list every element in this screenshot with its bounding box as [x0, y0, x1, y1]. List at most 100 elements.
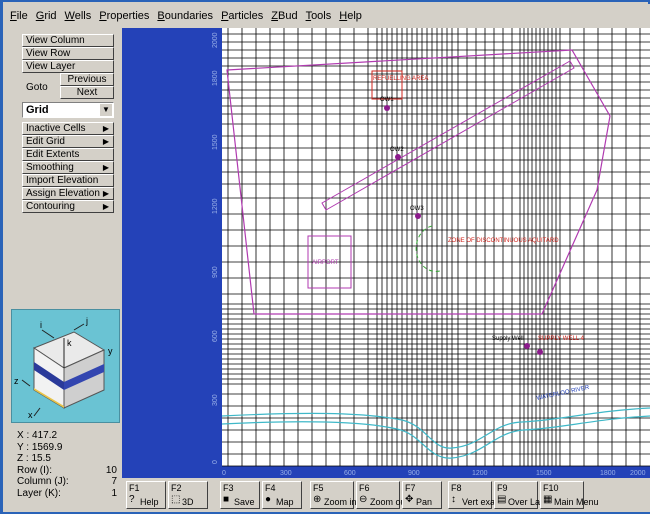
- river-bank-line: [221, 415, 650, 459]
- menu-properties[interactable]: Properties: [99, 10, 150, 22]
- layer-value: 1: [111, 487, 117, 499]
- next-button[interactable]: Next: [60, 86, 114, 99]
- chevron-right-icon: ▶: [102, 189, 109, 198]
- f1-help-button[interactable]: F1? Help: [126, 481, 166, 509]
- fkey-text: 3D: [182, 497, 194, 507]
- menu-boundaries[interactable]: Boundaries: [157, 10, 214, 22]
- y-tick-label: 1800: [212, 70, 219, 86]
- model-boundary: [226, 49, 611, 315]
- f3-save-button[interactable]: F3 ■ Save: [220, 481, 260, 509]
- cube-label-k: k: [67, 338, 72, 348]
- fkey-text: Help: [140, 497, 159, 507]
- grid-menu-label: Inactive Cells: [26, 123, 86, 134]
- menu-bar: File Grid Wells Properties Boundaries Pa…: [6, 4, 650, 28]
- f6-zoom-out-button[interactable]: F6 ⊖ Zoom out: [356, 481, 408, 509]
- column-label: Column (J):: [17, 476, 69, 487]
- model-grid-canvas[interactable]: REFUELLING AREA AIRPORT ZONE OF DISCONTI…: [122, 28, 650, 478]
- orientation-cube[interactable]: i j k x y z: [11, 309, 120, 423]
- menu-help[interactable]: Help: [339, 10, 362, 22]
- mode-select[interactable]: Grid ▼: [22, 102, 114, 118]
- fkey-label: F8: [451, 483, 462, 493]
- grid-menu-smoothing[interactable]: Smoothing ▶: [22, 161, 114, 174]
- chevron-right-icon: ▶: [102, 202, 109, 211]
- previous-button[interactable]: Previous: [60, 73, 114, 86]
- menu-file[interactable]: File: [10, 10, 28, 22]
- y-tick-label: 600: [212, 330, 219, 342]
- x-tick-label: 300: [280, 470, 292, 477]
- model-grid-view[interactable]: REFUELLING AREA AIRPORT ZONE OF DISCONTI…: [122, 28, 650, 478]
- grid-menu-label: Edit Extents: [26, 149, 80, 160]
- grid-menu-label: Import Elevation: [26, 175, 99, 186]
- menu-tools[interactable]: Tools: [305, 10, 332, 22]
- fkey-text: Map: [276, 497, 294, 507]
- fkey-label: F9: [497, 483, 508, 493]
- f8-vert-exag-button[interactable]: F8 ↕ Vert exag: [448, 481, 500, 509]
- map-icon: ●: [265, 494, 272, 505]
- well-marker-supply[interactable]: [524, 343, 530, 349]
- f7-pan-button[interactable]: F7 ✥ Pan: [402, 481, 442, 509]
- f2-3d-button[interactable]: F2 ⬚ 3D: [168, 481, 208, 509]
- aquitard-zone-outline: [415, 225, 441, 272]
- cube-icon: i j k x y z: [14, 316, 113, 420]
- fkey-text: Main Menu: [554, 497, 599, 507]
- well-marker-ow1[interactable]: [384, 105, 390, 111]
- well-marker-ow2[interactable]: [395, 154, 401, 160]
- x-tick-label: 2000: [630, 470, 646, 477]
- x-tick-label: 1800: [600, 470, 616, 477]
- fkey-text: Zoom out: [370, 497, 409, 507]
- fkey-text: Pan: [416, 497, 433, 507]
- ow1-label: OW1: [380, 97, 394, 103]
- cube-label-z: z: [14, 376, 19, 386]
- grid-menu-edit-grid[interactable]: Edit Grid ▶: [22, 135, 114, 148]
- x-tick-label: 900: [408, 470, 420, 477]
- ow3-label: OW3: [410, 206, 424, 212]
- y-axis-labels: 2000 1800 1500 1200 900 600 300 0: [212, 32, 219, 464]
- x-tick-label: 0: [222, 470, 226, 477]
- chevron-right-icon: ▶: [102, 163, 109, 172]
- menu-zbud[interactable]: ZBud: [271, 10, 298, 22]
- goto-label: Goto: [26, 82, 48, 93]
- supply-well-small-label: Supply Well: [492, 336, 524, 342]
- view-row-button[interactable]: View Row: [22, 47, 114, 60]
- y-tick-label: 2000: [212, 32, 219, 48]
- fkey-label: F4: [265, 483, 276, 493]
- vert-exag-icon: ↕: [451, 494, 456, 505]
- main-menu-icon: ▦: [543, 494, 553, 505]
- fkey-label: F2: [171, 483, 182, 493]
- grid-menu-edit-extents[interactable]: Edit Extents: [22, 148, 114, 161]
- menu-wells[interactable]: Wells: [64, 10, 92, 22]
- refuelling-area-outline: [371, 70, 403, 100]
- fkey-label: F3: [223, 483, 234, 493]
- fkey-text: Zoom in: [324, 497, 357, 507]
- zoom-out-icon: ⊖: [359, 494, 368, 505]
- f10-main-menu-button[interactable]: F10 ▦ Main Menu: [540, 481, 599, 509]
- aquitard-zone-label: ZONE OF DISCONTINUOUS AQUITARD: [448, 238, 559, 244]
- menu-particles[interactable]: Particles: [221, 10, 264, 22]
- readout-y: Y : 1569.9: [17, 441, 63, 453]
- grid-menu-assign-elevation[interactable]: Assign Elevation ▶: [22, 187, 114, 200]
- grid-menu-inactive-cells[interactable]: Inactive Cells ▶: [22, 122, 114, 135]
- chevron-right-icon: ▶: [102, 137, 109, 146]
- view-layer-button[interactable]: View Layer: [22, 60, 114, 73]
- y-tick-label: 1200: [212, 198, 219, 214]
- chevron-down-icon: ▼: [100, 104, 112, 116]
- grid-menu-import-elevation[interactable]: Import Elevation: [22, 174, 114, 187]
- well-marker-supply-2[interactable]: [537, 349, 543, 355]
- f9-overlay-button[interactable]: F9 ▤ Over Lay: [494, 481, 545, 509]
- cube-label-y: y: [108, 346, 113, 356]
- grid-menu-label: Smoothing: [26, 162, 74, 173]
- f5-zoom-in-button[interactable]: F5 ⊕ Zoom in: [310, 481, 357, 509]
- cube-label-x: x: [28, 410, 33, 420]
- supply-well-label: SUPPLY WELL 4: [538, 336, 585, 342]
- left-control-panel: View Column View Row View Layer Goto Pre…: [6, 28, 122, 512]
- f4-map-button[interactable]: F4 ● Map: [262, 481, 302, 509]
- well-marker-ow3[interactable]: [415, 213, 421, 219]
- fkey-label: F5: [313, 483, 324, 493]
- 3d-icon: ⬚: [171, 494, 181, 505]
- grid-menu-contouring[interactable]: Contouring ▶: [22, 200, 114, 213]
- x-tick-label: 1500: [536, 470, 552, 477]
- cube-label-j: j: [85, 316, 88, 326]
- view-column-button[interactable]: View Column: [22, 34, 114, 47]
- menu-grid[interactable]: Grid: [35, 10, 57, 22]
- readout-column: Column (J): 7: [17, 476, 117, 488]
